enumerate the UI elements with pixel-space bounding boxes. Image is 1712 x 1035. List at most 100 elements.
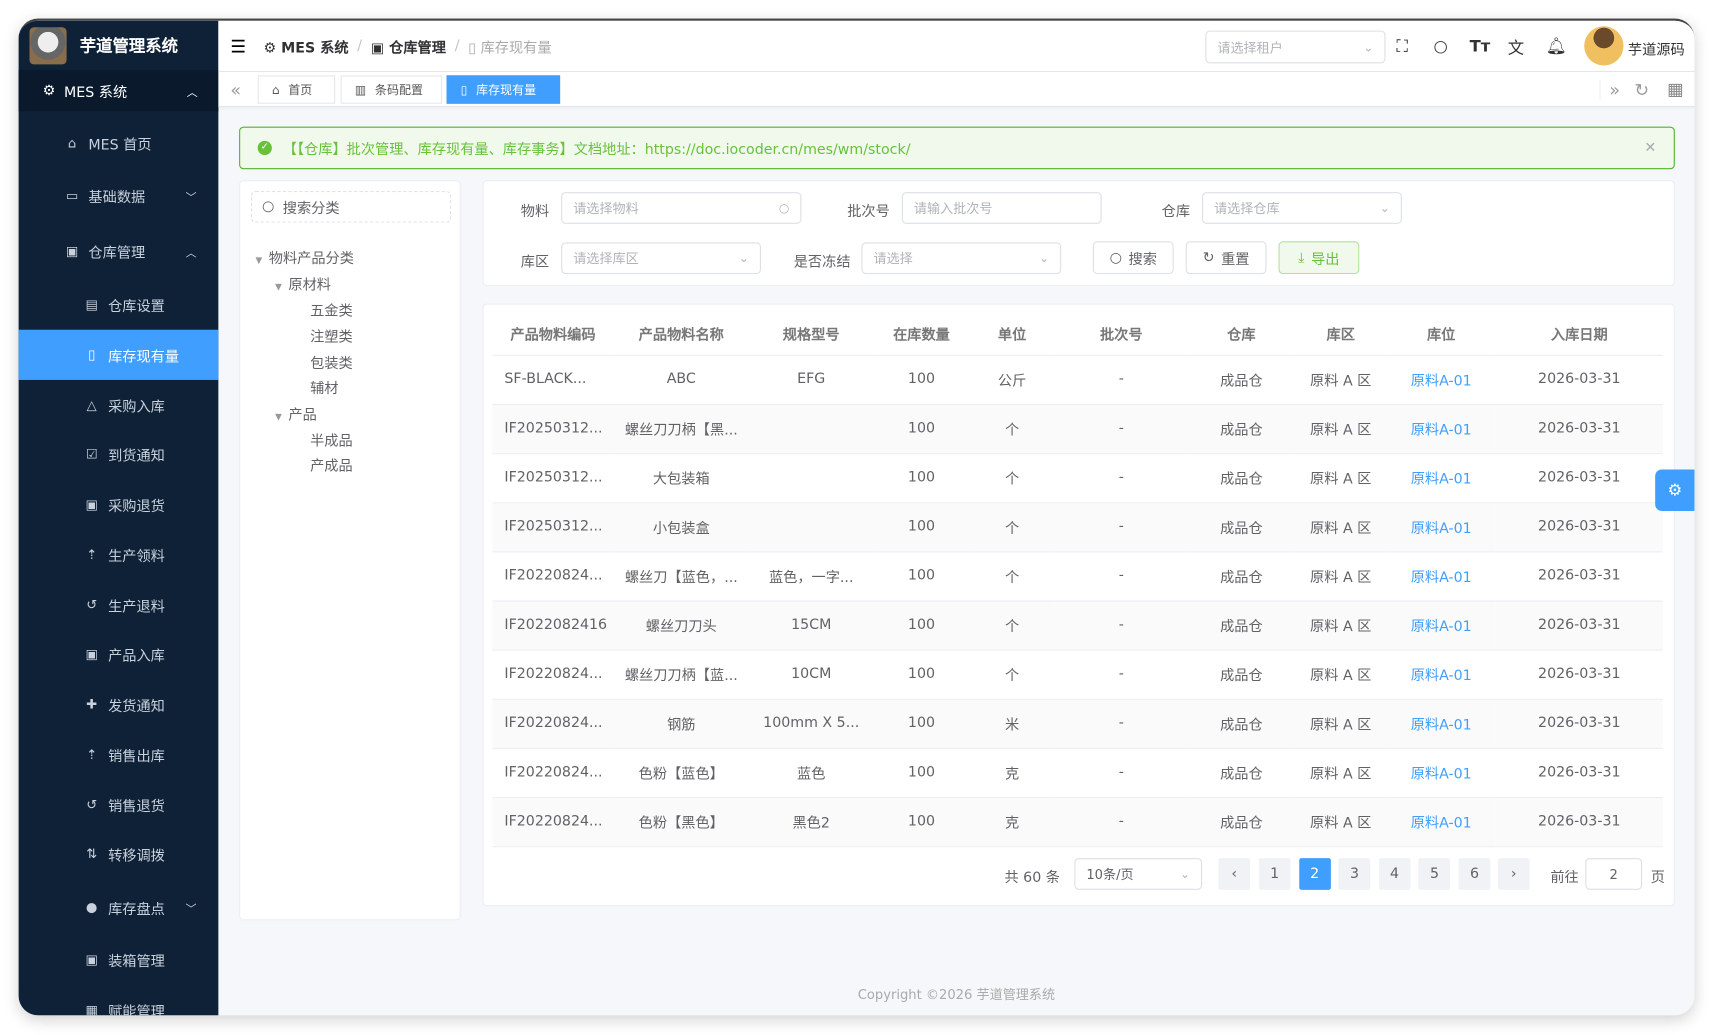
table-cell: 2026-03-31 bbox=[1495, 403, 1663, 454]
sidebar-item[interactable]: △ 采购入库 bbox=[19, 380, 219, 430]
reset-button[interactable]: ↻ 重置 bbox=[1185, 241, 1267, 275]
tree-node[interactable]: 辅材 bbox=[310, 377, 338, 397]
clipboard-plus-icon: ✚ bbox=[86, 696, 98, 712]
scroll-right-icon[interactable]: » bbox=[1599, 79, 1620, 101]
sidebar-item[interactable]: ☑ 到货通知 bbox=[19, 429, 219, 479]
close-icon[interactable]: ✕ bbox=[1644, 139, 1657, 157]
sidebar-item[interactable]: ⇡ 生产领料 bbox=[19, 530, 219, 580]
table-cell: 公斤 bbox=[969, 354, 1055, 405]
page-button[interactable]: 2 bbox=[1298, 858, 1331, 890]
page-button[interactable]: 6 bbox=[1458, 858, 1491, 890]
location-link[interactable]: 原料A-01 bbox=[1410, 422, 1472, 439]
page-button[interactable]: 4 bbox=[1378, 858, 1411, 890]
table-cell: 100 bbox=[873, 453, 970, 503]
sidebar-item[interactable]: ▣ 采购退货 bbox=[19, 479, 219, 529]
search-icon[interactable]: ○ bbox=[1433, 36, 1448, 56]
table-row[interactable]: IF20220824... 螺丝刀刀柄【蓝... 10CM 100 个 - 成品仓 原料 A … bbox=[492, 649, 1663, 700]
area-select[interactable]: 请选择库区 ⌄ bbox=[561, 242, 761, 275]
grid-icon[interactable]: ▦ bbox=[1667, 78, 1684, 100]
breadcrumb-item-mes[interactable]: ⚙ MES 系统 bbox=[263, 39, 349, 57]
location-link[interactable]: 原料A-01 bbox=[1410, 717, 1472, 734]
location-link[interactable]: 原料A-01 bbox=[1410, 619, 1472, 636]
goto-page-input[interactable]: 2 bbox=[1585, 858, 1643, 890]
table-cell: ABC bbox=[613, 354, 749, 405]
prev-page-button[interactable]: ‹ bbox=[1218, 858, 1251, 890]
tree-node[interactable]: ▼ 产品 bbox=[275, 403, 317, 423]
location-link[interactable]: 原料A-01 bbox=[1410, 815, 1472, 832]
tab-home[interactable]: ⌂ 首页 bbox=[257, 75, 336, 104]
table-row[interactable]: IF20250312... 螺丝刀刀柄【黑... 100 个 - 成品仓 原料 A 区 原料A… bbox=[492, 403, 1663, 454]
avatar[interactable] bbox=[1584, 26, 1624, 66]
location-link[interactable]: 原料A-01 bbox=[1410, 668, 1472, 685]
location-link[interactable]: 原料A-01 bbox=[1410, 373, 1472, 390]
tab-barcode-config[interactable]: ▥ 条码配置 bbox=[340, 75, 443, 104]
sidebar-root-mes[interactable]: ⚙ MES 系统 ︿ bbox=[18, 69, 219, 112]
export-button[interactable]: ⤓ 导出 bbox=[1278, 241, 1360, 275]
table-row[interactable]: IF20220824... 色粉【黑色】 黑色2 100 克 - 成品仓 原料 A 区 原料A-… bbox=[492, 797, 1663, 847]
sidebar-item[interactable]: ▭ 基础数据 ﹀ bbox=[19, 170, 219, 220]
sidebar-item[interactable]: ↺ 销售退货 bbox=[19, 780, 219, 830]
page-button[interactable]: 5 bbox=[1418, 858, 1451, 890]
user-name[interactable]: 芋道源码 bbox=[1627, 42, 1685, 59]
total-count: 共 60 条 bbox=[1004, 870, 1060, 887]
location-link[interactable]: 原料A-01 bbox=[1410, 471, 1472, 489]
location-link[interactable]: 原料A-01 bbox=[1410, 520, 1472, 538]
table-row[interactable]: IF20220824... 钢筋 100mm X 5... 100 米 - 成品仓 原料 A … bbox=[492, 698, 1663, 749]
tree-node[interactable]: 半成品 bbox=[310, 429, 353, 449]
sidebar-item[interactable]: ↺ 生产退料 bbox=[19, 580, 219, 630]
cell-value: IF20220824... bbox=[504, 665, 603, 683]
next-page-button[interactable]: › bbox=[1497, 858, 1530, 890]
tenant-select[interactable]: 请选择租户 ⌄ bbox=[1205, 30, 1386, 64]
table-cell: 个 bbox=[969, 453, 1055, 503]
tree-node[interactable]: 注塑类 bbox=[310, 325, 353, 346]
sidebar-item[interactable]: ⇅ 转移调拨 bbox=[19, 829, 219, 879]
refresh-icon[interactable]: ↻ bbox=[1634, 79, 1650, 101]
sidebar-item[interactable]: ▣ 产品入库 bbox=[19, 629, 219, 679]
page-size-select[interactable]: 10条/页 ⌄ bbox=[1074, 858, 1203, 890]
hamburger-icon[interactable]: ☰ bbox=[230, 35, 247, 57]
sidebar-item[interactable]: ▦ 赋能管理 bbox=[19, 985, 219, 1015]
tree-node[interactable]: ▼ 原材料 bbox=[275, 273, 331, 293]
translate-icon[interactable]: 文 bbox=[1507, 38, 1525, 58]
settings-button[interactable]: ⚙ bbox=[1655, 469, 1695, 511]
table-row[interactable]: IF20250312... 大包装箱 100 个 - 成品仓 原料 A 区 原料A-01 202… bbox=[492, 453, 1663, 503]
scroll-left-icon[interactable]: « bbox=[230, 79, 242, 101]
sidebar-item[interactable]: ⌂ MES 首页 bbox=[19, 118, 219, 168]
tree-node[interactable]: ▼ 物料产品分类 bbox=[255, 247, 353, 267]
table-cell: IF20250312... bbox=[492, 403, 614, 454]
breadcrumb-item-warehouse[interactable]: ▣ 仓库管理 bbox=[370, 39, 446, 57]
chevron-down-icon: ﹀ bbox=[185, 903, 197, 916]
page-button[interactable]: 3 bbox=[1338, 858, 1371, 890]
table-row[interactable]: IF2022082416 螺丝刀刀头 15CM 100 个 - 成品仓 原料 A 区 原料A-0… bbox=[492, 600, 1663, 651]
sidebar-item[interactable]: ✚ 发货通知 bbox=[19, 679, 219, 729]
bell-icon[interactable]: 🔔︎ bbox=[1545, 36, 1567, 56]
tree-node[interactable]: 五金类 bbox=[310, 299, 353, 320]
sidebar-item[interactable]: ⇡ 销售出库 bbox=[19, 729, 219, 779]
batch-input[interactable]: 请输入批次号 bbox=[901, 192, 1102, 224]
table-row[interactable]: SF-BLACK... ABC EFG 100 公斤 - 成品仓 原料 A 区 原料A-01 20… bbox=[492, 354, 1663, 405]
alert-text[interactable]: 【【仓库】批次管理、库存现有量、库存事务】文档地址：https://doc.io… bbox=[282, 141, 911, 159]
fullscreen-icon[interactable]: ⛶ bbox=[1396, 36, 1408, 56]
tab-stock[interactable]: ▯ 库存现有量 bbox=[446, 75, 561, 104]
table-row[interactable]: IF20220824... 螺丝刀【蓝色，... 蓝色，一字... 100 个 - 成品仓 原… bbox=[492, 551, 1663, 602]
location-link[interactable]: 原料A-01 bbox=[1410, 569, 1472, 587]
material-select[interactable]: 请选择物料 ○ bbox=[561, 192, 802, 224]
page-button[interactable]: 1 bbox=[1258, 858, 1291, 890]
category-search-input[interactable]: ○ 搜索分类 bbox=[251, 191, 451, 223]
font-size-icon[interactable]: Tт bbox=[1469, 36, 1491, 56]
location-link[interactable]: 原料A-01 bbox=[1410, 766, 1472, 783]
sidebar-item[interactable]: ▣ 装箱管理 bbox=[19, 935, 219, 985]
table-cell: 原料 A 区 bbox=[1294, 747, 1387, 798]
tree-node[interactable]: 包装类 bbox=[310, 352, 353, 372]
sidebar-item[interactable]: ▯ 库存现有量 bbox=[18, 329, 219, 380]
warehouse-select[interactable]: 请选择仓库 ⌄ bbox=[1202, 192, 1402, 224]
tree-node[interactable]: 产成品 bbox=[310, 454, 353, 475]
sidebar-item[interactable]: ▣ 仓库管理 ︿ bbox=[19, 226, 219, 276]
sidebar-item[interactable]: ▤ 仓库设置 bbox=[19, 280, 219, 330]
frozen-select[interactable]: 请选择 ⌄ bbox=[861, 242, 1062, 275]
document-icon: ▯ bbox=[88, 347, 96, 363]
table-row[interactable]: IF20220824... 色粉【蓝色】 蓝色 100 克 - 成品仓 原料 A 区 原料A-0… bbox=[492, 747, 1663, 798]
table-row[interactable]: IF20250312... 小包装盒 100 个 - 成品仓 原料 A 区 原料A-01 202… bbox=[492, 502, 1663, 552]
search-button[interactable]: ○ 搜索 bbox=[1092, 241, 1174, 275]
sidebar-item[interactable]: ● 库存盘点 ﹀ bbox=[19, 882, 219, 932]
